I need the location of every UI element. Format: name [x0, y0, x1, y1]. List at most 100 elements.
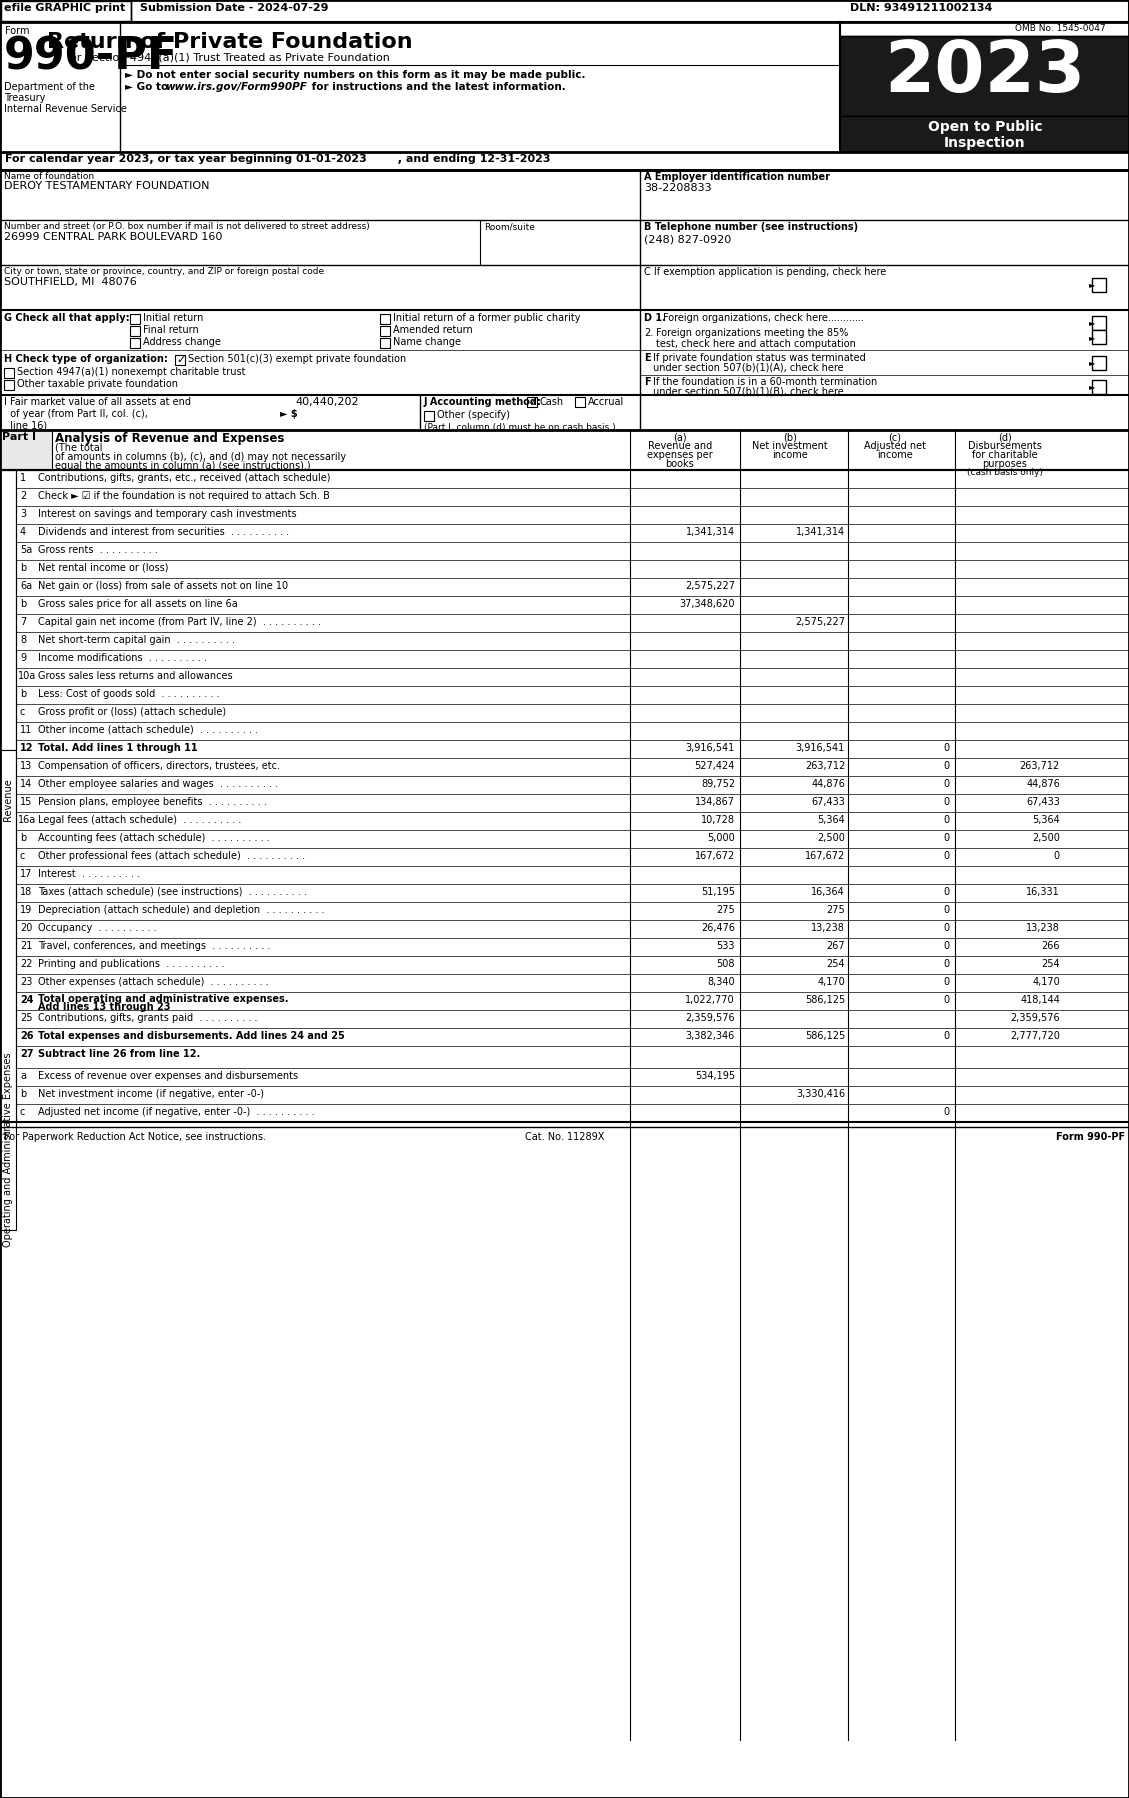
Text: 2,359,576: 2,359,576 — [685, 1012, 735, 1023]
Text: Gross sales price for all assets on line 6a: Gross sales price for all assets on line… — [38, 599, 238, 610]
Text: test, check here and attach computation: test, check here and attach computation — [656, 340, 856, 349]
Text: 266: 266 — [1041, 940, 1060, 951]
Text: (c): (c) — [889, 432, 901, 442]
Text: ►: ► — [1089, 358, 1095, 367]
Text: Printing and publications  . . . . . . . . . .: Printing and publications . . . . . . . … — [38, 958, 225, 969]
Text: Form 990-PF: Form 990-PF — [1056, 1133, 1124, 1142]
Text: ►: ► — [1089, 280, 1095, 289]
Text: 40,440,202: 40,440,202 — [295, 397, 359, 406]
Text: Occupancy  . . . . . . . . . .: Occupancy . . . . . . . . . . — [38, 922, 157, 933]
Text: 275: 275 — [826, 904, 844, 915]
Text: 533: 533 — [717, 940, 735, 951]
Bar — [5, 369, 14, 378]
Text: 0: 0 — [944, 1108, 949, 1117]
Text: A Employer identification number: A Employer identification number — [644, 173, 830, 182]
Text: 2.: 2. — [644, 327, 654, 338]
Text: 0: 0 — [944, 958, 949, 969]
Text: Check ► ☑ if the foundation is not required to attach Sch. B: Check ► ☑ if the foundation is not requi… — [38, 491, 330, 502]
Text: 2,575,227: 2,575,227 — [795, 617, 844, 628]
Text: for charitable: for charitable — [972, 450, 1038, 460]
Text: B Telephone number (see instructions): B Telephone number (see instructions) — [644, 221, 858, 232]
Text: 254: 254 — [1041, 958, 1060, 969]
Bar — [425, 412, 434, 421]
Text: under section 507(b)(1)(A), check here: under section 507(b)(1)(A), check here — [653, 363, 843, 372]
Text: 3,916,541: 3,916,541 — [796, 743, 844, 753]
Text: Net rental income or (loss): Net rental income or (loss) — [38, 563, 168, 574]
Text: b: b — [20, 689, 26, 699]
Text: 3,382,346: 3,382,346 — [685, 1030, 735, 1041]
Text: Gross rents  . . . . . . . . . .: Gross rents . . . . . . . . . . — [38, 545, 158, 556]
Text: c: c — [20, 1108, 25, 1117]
Text: DLN: 93491211002134: DLN: 93491211002134 — [850, 4, 992, 13]
Text: income: income — [772, 450, 808, 460]
Text: 508: 508 — [717, 958, 735, 969]
Bar — [175, 354, 185, 365]
Text: Gross sales less returns and allowances: Gross sales less returns and allowances — [38, 671, 233, 681]
Text: 0: 0 — [944, 922, 949, 933]
Text: Operating and Administrative Expenses: Operating and Administrative Expenses — [3, 1054, 14, 1248]
Text: ►: ► — [1089, 381, 1095, 390]
Text: Open to Public
Inspection: Open to Public Inspection — [928, 120, 1042, 151]
Text: Net investment: Net investment — [752, 441, 828, 451]
Text: 13,238: 13,238 — [811, 922, 844, 933]
Text: 2,777,720: 2,777,720 — [1010, 1030, 1060, 1041]
Text: 22: 22 — [20, 958, 33, 969]
Text: Capital gain net income (from Part IV, line 2)  . . . . . . . . . .: Capital gain net income (from Part IV, l… — [38, 617, 321, 628]
Text: (d): (d) — [998, 432, 1012, 442]
Text: 418,144: 418,144 — [1021, 994, 1060, 1005]
Text: Initial return: Initial return — [143, 313, 203, 324]
Text: D 1.: D 1. — [644, 313, 666, 324]
Text: 18: 18 — [20, 886, 33, 897]
Text: SOUTHFIELD, MI  48076: SOUTHFIELD, MI 48076 — [5, 277, 137, 288]
Text: (cash basis only): (cash basis only) — [968, 467, 1043, 476]
Text: income: income — [877, 450, 913, 460]
Text: E: E — [644, 352, 650, 363]
Text: G Check all that apply:: G Check all that apply: — [5, 313, 130, 324]
Text: (The total: (The total — [55, 442, 103, 453]
Text: Legal fees (attach schedule)  . . . . . . . . . .: Legal fees (attach schedule) . . . . . .… — [38, 814, 242, 825]
Text: equal the amounts in column (a) (see instructions).): equal the amounts in column (a) (see ins… — [55, 460, 310, 471]
Text: Disbursements: Disbursements — [968, 441, 1042, 451]
Text: 0: 0 — [944, 832, 949, 843]
Text: expenses per: expenses per — [647, 450, 712, 460]
Bar — [0, 22, 1129, 153]
Text: 21: 21 — [20, 940, 33, 951]
Text: Total. Add lines 1 through 11: Total. Add lines 1 through 11 — [38, 743, 198, 753]
Text: Other income (attach schedule)  . . . . . . . . . .: Other income (attach schedule) . . . . .… — [38, 725, 259, 735]
Text: c: c — [20, 707, 25, 717]
Text: ► Go to: ► Go to — [125, 83, 172, 92]
Text: 5,364: 5,364 — [817, 814, 844, 825]
Text: Contributions, gifts, grants, etc., received (attach schedule): Contributions, gifts, grants, etc., rece… — [38, 473, 331, 484]
Text: 19: 19 — [20, 904, 33, 915]
Text: 534,195: 534,195 — [694, 1072, 735, 1081]
Text: ✓: ✓ — [528, 397, 537, 406]
Text: 4: 4 — [20, 527, 26, 538]
Text: purposes: purposes — [982, 458, 1027, 469]
Text: 14: 14 — [20, 779, 33, 789]
Text: ►: ► — [1089, 333, 1095, 342]
Bar — [1092, 279, 1106, 291]
Text: Other expenses (attach schedule)  . . . . . . . . . .: Other expenses (attach schedule) . . . .… — [38, 976, 269, 987]
Text: 2023: 2023 — [884, 38, 1086, 108]
Text: Net short-term capital gain  . . . . . . . . . .: Net short-term capital gain . . . . . . … — [38, 635, 235, 645]
Text: Accrual: Accrual — [588, 397, 624, 406]
Text: Net gain or (loss) from sale of assets not on line 10: Net gain or (loss) from sale of assets n… — [38, 581, 288, 592]
Text: of amounts in columns (b), (c), and (d) may not necessarily: of amounts in columns (b), (c), and (d) … — [55, 451, 347, 462]
Text: Excess of revenue over expenses and disbursements: Excess of revenue over expenses and disb… — [38, 1072, 298, 1081]
Text: 8,340: 8,340 — [708, 976, 735, 987]
Text: 2,500: 2,500 — [1032, 832, 1060, 843]
Text: C If exemption application is pending, check here: C If exemption application is pending, c… — [644, 266, 886, 277]
Text: 13: 13 — [20, 761, 33, 771]
Text: 24: 24 — [20, 994, 34, 1005]
Text: Dividends and interest from securities  . . . . . . . . . .: Dividends and interest from securities .… — [38, 527, 289, 538]
Text: 10a: 10a — [18, 671, 36, 681]
Text: 20: 20 — [20, 922, 33, 933]
Text: Other taxable private foundation: Other taxable private foundation — [17, 379, 178, 388]
Text: Internal Revenue Service: Internal Revenue Service — [5, 104, 126, 113]
Text: 3: 3 — [20, 509, 26, 520]
Text: Gross profit or (loss) (attach schedule): Gross profit or (loss) (attach schedule) — [38, 707, 226, 717]
Text: 267: 267 — [826, 940, 844, 951]
Text: 2: 2 — [20, 491, 26, 502]
Text: 89,752: 89,752 — [701, 779, 735, 789]
Text: 26,476: 26,476 — [701, 922, 735, 933]
